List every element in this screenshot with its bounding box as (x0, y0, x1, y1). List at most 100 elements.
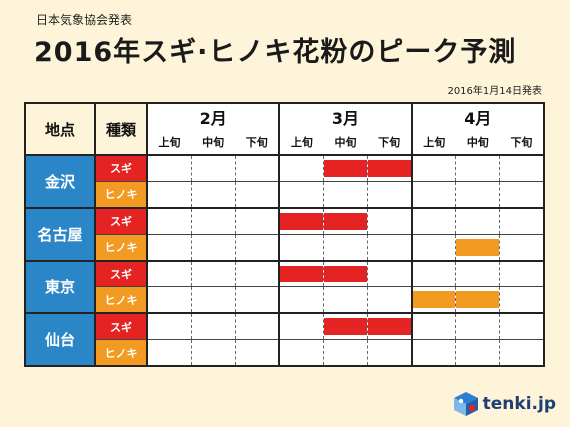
dek-header: 上旬 (411, 130, 456, 156)
period-cell (235, 313, 281, 341)
dek-header: 下旬 (499, 130, 546, 156)
period-cell (191, 339, 236, 368)
kind-sugi: スギ (95, 207, 148, 235)
period-cell (411, 313, 457, 341)
region-name: 金沢 (24, 155, 96, 209)
kind-sugi: スギ (95, 260, 148, 288)
month-header-apr: 4月 (411, 102, 546, 130)
peak-bar (368, 318, 411, 336)
period-cell (367, 260, 413, 288)
kind-hinoki: ヒノキ (95, 234, 148, 262)
table-row: 東京 スギ (24, 260, 546, 315)
period-cell (411, 234, 457, 262)
period-cell (279, 234, 324, 262)
period-cell (235, 286, 281, 315)
logo-text: tenki.jp (482, 394, 556, 414)
announcement-date: 2016年1月14日発表 (447, 86, 542, 97)
page-title: 2016年スギ·ヒノキ花粉のピーク予測 (34, 37, 517, 68)
period-cell (147, 155, 192, 182)
period-cell (279, 260, 324, 288)
month-header-mar: 3月 (279, 102, 413, 130)
period-cell (367, 181, 413, 209)
table-row: ヒノキ (25, 234, 546, 262)
dek-header: 下旬 (367, 130, 413, 156)
period-cell (499, 286, 546, 315)
period-cell (455, 286, 501, 315)
period-cell (147, 234, 192, 262)
period-cell (455, 207, 501, 235)
kind-sugi: スギ (95, 313, 148, 341)
period-cell (323, 260, 369, 288)
dek-header: 上旬 (279, 130, 324, 156)
peak-bar (280, 212, 323, 230)
month-header-feb: 2月 (147, 102, 281, 130)
period-cell (323, 286, 369, 315)
period-cell (499, 155, 546, 182)
period-cell (455, 339, 501, 368)
period-cell (279, 313, 324, 341)
dek-header: 中旬 (455, 130, 500, 156)
period-cell (455, 313, 501, 341)
period-cell (499, 207, 546, 235)
region-name: 東京 (24, 260, 96, 315)
period-cell (323, 155, 369, 182)
period-cell (191, 313, 236, 341)
peak-bar (323, 265, 368, 283)
period-cell (455, 260, 501, 288)
period-cell (323, 313, 369, 341)
period-cell (367, 155, 413, 182)
period-cell (323, 234, 369, 262)
period-cell (235, 339, 281, 368)
period-cell (455, 181, 501, 209)
peak-bar (368, 160, 411, 177)
period-cell (499, 339, 546, 368)
period-cell (455, 155, 501, 182)
dek-header: 下旬 (235, 130, 281, 156)
period-cell (323, 207, 369, 235)
period-cell (367, 207, 413, 235)
period-cell (147, 207, 192, 235)
peak-bar (323, 212, 368, 230)
table-row: 名古屋 スギ (24, 207, 546, 262)
table-row: 仙台 スギ (24, 313, 546, 367)
header-region: 地点 (24, 102, 96, 156)
tenki-logo: tenki.jp (453, 391, 556, 417)
period-cell (367, 313, 413, 341)
period-cell (147, 313, 192, 341)
table-row: ヒノキ (25, 181, 546, 209)
period-cell (499, 181, 546, 209)
dek-header: 中旬 (323, 130, 368, 156)
kind-hinoki: ヒノキ (95, 339, 148, 368)
period-cell (235, 234, 281, 262)
period-cell (191, 260, 236, 288)
period-cell (235, 260, 281, 288)
period-cell (499, 234, 546, 262)
period-cell (411, 260, 457, 288)
peak-forecast-table: 地点 種類 2月 3月 4月 上旬 中旬 下旬 上旬 中旬 下旬 上旬 中旬 下… (24, 102, 546, 368)
region-name: 仙台 (24, 313, 96, 367)
peak-bar (412, 291, 456, 309)
period-cell (411, 339, 457, 368)
peak-bar (280, 265, 323, 283)
period-cell (191, 286, 236, 315)
publisher-label: 日本気象協会発表 (36, 13, 133, 27)
period-cell (191, 207, 236, 235)
period-cell (235, 181, 281, 209)
period-cell (191, 181, 236, 209)
period-cell (147, 181, 192, 209)
table-row: 金沢 スギ (24, 155, 546, 209)
period-cell (279, 339, 324, 368)
peak-bar (323, 160, 368, 177)
peak-bar (323, 318, 368, 336)
dek-header: 中旬 (191, 130, 236, 156)
period-cell (235, 155, 281, 182)
period-cell (455, 234, 501, 262)
period-cell (147, 286, 192, 315)
period-cell (411, 207, 457, 235)
period-cell (499, 260, 546, 288)
kind-hinoki: ヒノキ (95, 286, 148, 315)
kind-hinoki: ヒノキ (95, 181, 148, 209)
period-cell (367, 286, 413, 315)
period-cell (191, 234, 236, 262)
period-cell (279, 286, 324, 315)
